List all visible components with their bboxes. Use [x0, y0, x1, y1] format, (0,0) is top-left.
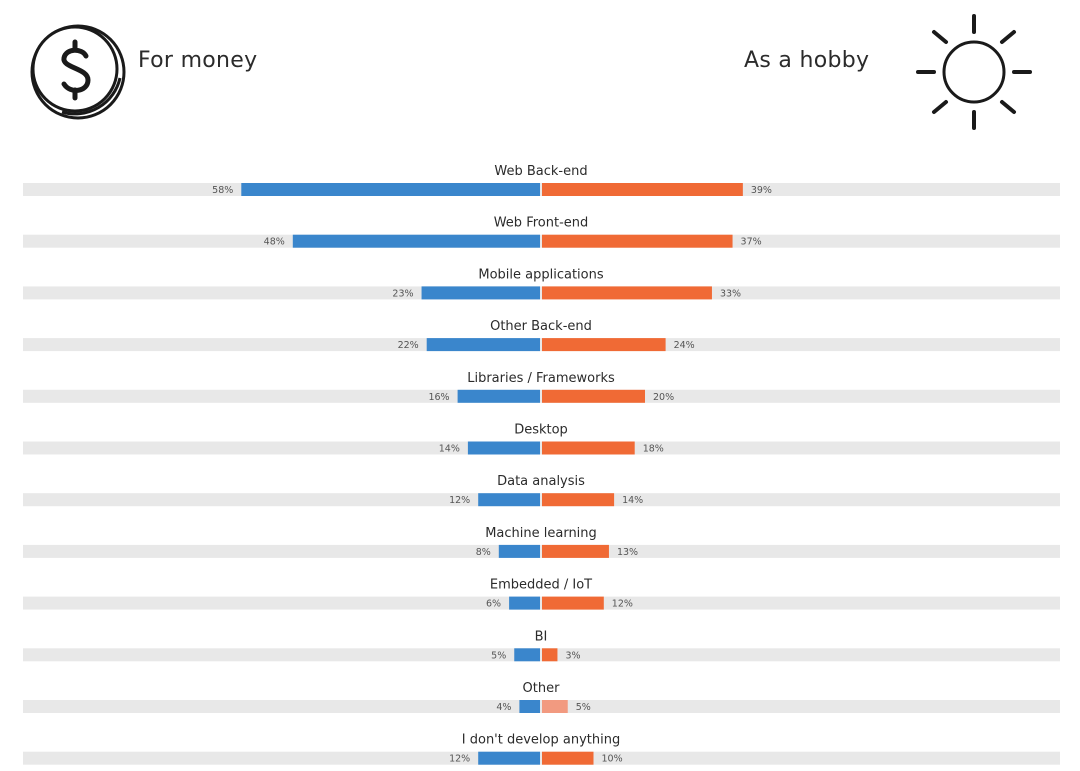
value-label-for-money-bi: 5% [491, 650, 506, 661]
bar-as-a-hobby-desktop [542, 441, 635, 455]
value-label-as-a-hobby-web-front-end: 37% [741, 237, 762, 248]
value-label-for-money-web-back-end: 58% [212, 185, 233, 196]
bar-for-money-data-analysis [478, 493, 540, 507]
value-label-as-a-hobby-libraries-frameworks: 20% [653, 392, 674, 403]
bar-for-money-bi [514, 648, 540, 662]
category-label-web-back-end: Web Back-end [494, 164, 587, 179]
bar-for-money-desktop [467, 441, 540, 455]
value-label-as-a-hobby-other-back-end: 24% [674, 340, 695, 351]
track-libraries-frameworks [23, 389, 1060, 403]
value-label-for-money-libraries-frameworks: 16% [428, 392, 449, 403]
bar-as-a-hobby-data-analysis [542, 493, 615, 507]
value-label-for-money-desktop: 14% [439, 444, 460, 455]
track-other-back-end [23, 338, 1060, 352]
bar-as-a-hobby-mobile-applications [542, 286, 712, 300]
bar-as-a-hobby-embedded-iot [542, 596, 604, 610]
value-label-as-a-hobby-embedded-iot: 12% [612, 599, 633, 610]
track-i-don-t-develop-anything [23, 751, 1060, 765]
track-web-back-end [23, 183, 1060, 196]
value-label-as-a-hobby-desktop: 18% [643, 444, 664, 455]
value-label-as-a-hobby-machine-learning: 13% [617, 547, 638, 558]
category-label-libraries-frameworks: Libraries / Frameworks [467, 371, 615, 386]
bar-for-money-mobile-applications [421, 286, 540, 300]
value-label-as-a-hobby-web-back-end: 39% [751, 185, 772, 196]
track-machine-learning [23, 544, 1060, 558]
bar-for-money-libraries-frameworks [457, 389, 540, 403]
bar-for-money-other-back-end [426, 338, 540, 352]
track-desktop [23, 441, 1060, 455]
bar-as-a-hobby-machine-learning [542, 544, 609, 558]
legend-label-as-a-hobby: As a hobby [744, 48, 870, 73]
bar-as-a-hobby-web-back-end [542, 183, 743, 196]
sun-icon [916, 14, 1032, 130]
value-label-as-a-hobby-mobile-applications: 33% [720, 288, 741, 299]
bar-as-a-hobby-web-front-end [542, 234, 733, 248]
bar-as-a-hobby-i-don-t-develop-anything [542, 751, 594, 765]
category-label-other-back-end: Other Back-end [490, 319, 592, 334]
category-label-embedded-iot: Embedded / IoT [490, 578, 592, 593]
category-label-web-front-end: Web Front-end [494, 216, 589, 231]
bar-for-money-embedded-iot [509, 596, 540, 610]
value-label-for-money-other-back-end: 22% [398, 340, 419, 351]
category-label-bi: BI [535, 629, 548, 644]
value-label-for-money-mobile-applications: 23% [392, 288, 413, 299]
diverging-bar-chart: Web Back-end 58% 39% Web Front-end 48% 37% Mob… [23, 164, 1060, 765]
track-other [23, 700, 1060, 713]
value-label-as-a-hobby-i-don-t-develop-anything: 10% [602, 754, 623, 765]
legend-label-for-money: For money [138, 48, 258, 73]
bar-for-money-web-back-end [241, 183, 541, 196]
value-label-as-a-hobby-data-analysis: 14% [622, 495, 643, 506]
category-label-data-analysis: Data analysis [497, 474, 585, 489]
bar-for-money-i-don-t-develop-anything [478, 751, 540, 765]
bar-as-a-hobby-libraries-frameworks [542, 389, 645, 403]
bar-as-a-hobby-bi [542, 648, 558, 662]
value-label-as-a-hobby-bi: 3% [565, 650, 580, 661]
bar-for-money-machine-learning [498, 544, 540, 558]
coin-dollar-icon [30, 24, 126, 120]
chart-legend: For money As a hobby [0, 0, 1080, 140]
bar-as-a-hobby-other-back-end [542, 338, 666, 352]
category-label-mobile-applications: Mobile applications [478, 267, 603, 282]
bar-as-a-hobby-other [542, 700, 568, 713]
track-embedded-iot [23, 596, 1060, 610]
category-label-i-don-t-develop-anything: I don't develop anything [462, 733, 620, 748]
category-label-other: Other [523, 681, 561, 696]
value-label-for-money-embedded-iot: 6% [486, 599, 501, 610]
track-bi [23, 648, 1060, 662]
value-label-for-money-i-don-t-develop-anything: 12% [449, 754, 470, 765]
value-label-for-money-data-analysis: 12% [449, 495, 470, 506]
value-label-for-money-machine-learning: 8% [476, 547, 491, 558]
track-web-front-end [23, 234, 1060, 248]
track-data-analysis [23, 493, 1060, 507]
value-label-for-money-web-front-end: 48% [264, 237, 285, 248]
value-label-for-money-other: 4% [496, 702, 511, 713]
category-label-desktop: Desktop [514, 423, 568, 438]
category-label-machine-learning: Machine learning [485, 526, 597, 541]
value-label-as-a-hobby-other: 5% [576, 702, 591, 713]
track-mobile-applications [23, 286, 1060, 300]
bar-for-money-web-front-end [292, 234, 540, 248]
bar-for-money-other [519, 700, 540, 713]
